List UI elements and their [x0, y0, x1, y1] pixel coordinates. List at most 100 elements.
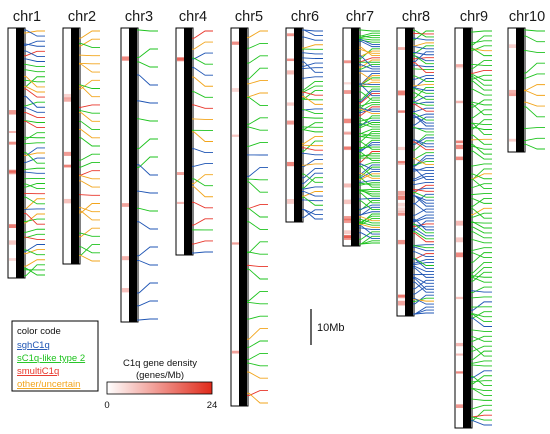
density-band	[509, 44, 516, 48]
gene-connector	[472, 40, 492, 44]
gene-connector	[414, 115, 434, 124]
gene-connector	[414, 278, 434, 290]
gene-connector	[303, 152, 323, 156]
chromosome-chr9: chr9	[454, 9, 492, 429]
gene-connector	[248, 328, 268, 340]
gene-connector	[25, 249, 45, 256]
gene-connector	[414, 95, 434, 103]
gene-connector	[303, 57, 323, 59]
chromosome-core	[463, 28, 471, 428]
gene-connector	[414, 75, 434, 82]
gene-connector	[248, 251, 268, 255]
gene-connector	[525, 84, 545, 91]
gene-connector	[193, 163, 213, 167]
gene-connector	[414, 224, 434, 234]
gene-connector	[80, 63, 100, 73]
gene-connector	[414, 52, 434, 56]
gene-connector	[472, 336, 492, 342]
gene-connector	[138, 29, 158, 32]
density-scale: C1q gene density (genes/Mb) 0 24	[104, 358, 217, 411]
gene-connector	[360, 192, 380, 204]
gene-connector	[472, 239, 492, 244]
density-band	[287, 102, 294, 106]
density-band	[9, 169, 16, 175]
chromosome-label: chr1	[13, 9, 41, 25]
gene-connector	[414, 193, 434, 205]
density-band	[456, 371, 463, 374]
gene-connector	[414, 113, 434, 119]
gene-connector	[414, 30, 434, 41]
gene-connector	[360, 72, 380, 85]
gene-connector	[472, 398, 492, 401]
gene-connector	[360, 136, 380, 139]
gene-connector	[360, 108, 380, 113]
density-band	[64, 198, 71, 204]
gene-connector	[80, 112, 100, 122]
gene-connector	[360, 240, 380, 245]
gene-connector	[472, 163, 492, 167]
density-band	[398, 212, 405, 216]
gene-connector	[414, 192, 434, 198]
gene-connector	[525, 101, 545, 107]
gene-connector	[472, 262, 492, 274]
density-band	[344, 132, 351, 135]
gene-connector	[303, 90, 323, 100]
gene-connector	[303, 29, 323, 32]
gene-connector	[472, 179, 492, 190]
gene-connector	[138, 260, 158, 266]
gene-connector	[193, 30, 213, 39]
density-band	[398, 239, 405, 245]
gene-connector	[303, 140, 323, 152]
gene-connector	[303, 52, 323, 55]
gene-connector	[80, 153, 100, 161]
gene-connector	[414, 86, 434, 99]
chromosome-chr7: chr7	[342, 9, 380, 247]
gene-connector	[360, 166, 380, 177]
gene-connector	[303, 191, 323, 197]
gene-connector	[472, 231, 492, 239]
gene-connector	[472, 296, 492, 299]
gene-connector	[360, 133, 380, 137]
gene-connector	[25, 79, 45, 83]
gene-connector	[472, 88, 492, 96]
gene-connector	[472, 109, 492, 119]
density-band	[398, 300, 405, 306]
gene-connector	[472, 197, 492, 207]
gene-connector	[303, 199, 323, 202]
gene-connector	[472, 198, 492, 204]
gene-connector	[360, 57, 380, 63]
gene-connector	[80, 161, 100, 168]
gene-connector	[414, 78, 434, 88]
gene-connector	[138, 318, 158, 321]
density-band	[177, 57, 184, 62]
gene-connector	[25, 152, 45, 164]
density-band	[344, 199, 351, 205]
gene-connector	[414, 228, 434, 237]
density-band	[64, 164, 71, 168]
gene-connector	[80, 207, 100, 213]
gene-connector	[525, 73, 545, 79]
gene-connector	[472, 247, 492, 251]
density-band	[122, 56, 129, 61]
gene-connector	[472, 380, 492, 383]
gene-connector	[25, 213, 45, 224]
gene-connector	[80, 121, 100, 131]
gene-connector	[414, 127, 434, 133]
density-band	[9, 224, 16, 228]
gene-connector	[414, 113, 434, 121]
gene-connector	[25, 107, 45, 113]
gene-connector	[25, 101, 45, 107]
gene-connector	[414, 45, 434, 54]
density-band	[232, 88, 239, 92]
chromosome-label: chr4	[179, 9, 207, 25]
chromosome-label: chr10	[509, 9, 545, 25]
gene-connector	[472, 375, 492, 385]
gene-connector	[472, 208, 492, 219]
density-band	[456, 252, 463, 258]
gene-connector	[360, 141, 380, 150]
gene-connector	[303, 91, 323, 96]
density-band	[344, 90, 351, 94]
chromosome-core	[351, 28, 359, 246]
gene-connector	[303, 36, 323, 41]
density-band	[344, 230, 351, 235]
